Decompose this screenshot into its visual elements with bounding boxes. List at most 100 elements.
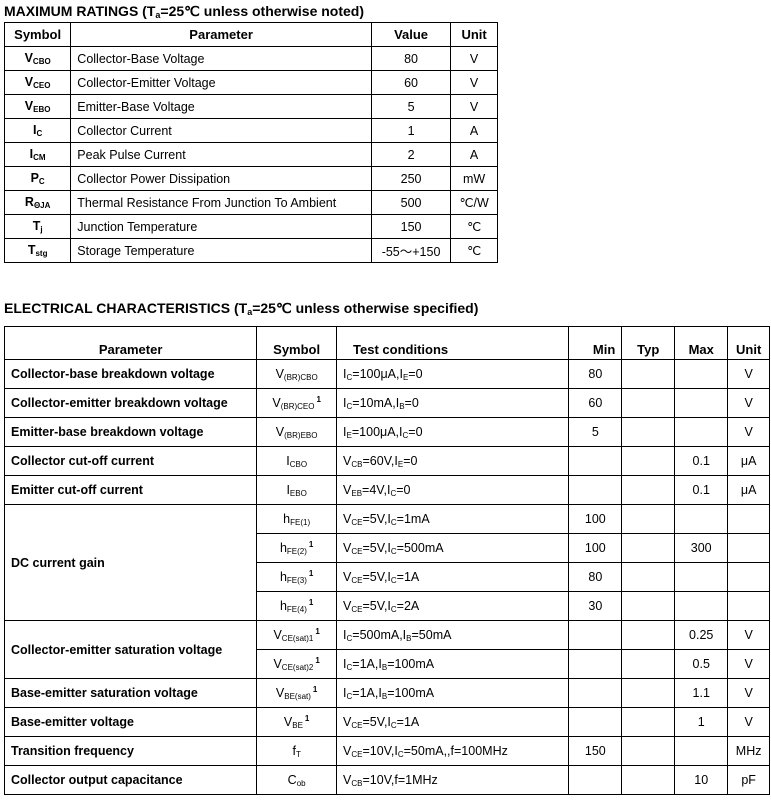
footnote-mark: 1	[312, 685, 318, 694]
symbol-cell: ICBO	[256, 446, 338, 476]
condition-text: =2A	[396, 598, 420, 613]
symbol-main: V	[275, 686, 285, 700]
table-row: Emitter-base breakdown voltage V(BR)EBO IE…	[3, 417, 770, 447]
symbol-cell: VCEO	[3, 70, 72, 95]
condition-text: I	[343, 424, 347, 439]
typ-cell	[621, 591, 676, 621]
unit-cell: V	[727, 620, 770, 650]
value-cell: 500	[370, 190, 452, 215]
parameter-cell: Transition frequency	[3, 736, 258, 766]
unit-cell: μA	[727, 446, 770, 476]
symbol-main: I	[33, 123, 37, 137]
unit-cell: ℃	[450, 238, 498, 263]
symbol-cell: IC	[3, 118, 72, 143]
condition-text: =60V,I	[362, 453, 398, 468]
condition-text: =100mA	[387, 685, 435, 700]
parameter-cell: Emitter-Base Voltage	[70, 94, 372, 119]
footnote-mark: 1	[315, 656, 320, 665]
condition-text: =5V,I	[362, 511, 391, 526]
condition-subscript: E	[346, 430, 352, 440]
unit-cell: μA	[727, 475, 770, 505]
condition-text: V	[343, 743, 352, 758]
symbol-cell: VCBO	[3, 46, 72, 71]
parameter-cell: Collector cut-off current	[3, 446, 258, 476]
parameter-cell: Collector-Base Voltage	[70, 46, 372, 71]
unit-cell	[727, 591, 770, 621]
symbol-cell: hFE(2)1	[256, 533, 338, 563]
symbol-main: V	[24, 75, 34, 89]
table-row: RΘJA Thermal Resistance From Junction To …	[3, 190, 498, 215]
test-condition-cell: VCE=5V,IC=1A	[336, 707, 570, 737]
parameter-cell: Collector-Emitter Voltage	[70, 70, 372, 95]
symbol-subscript: ΘJA	[33, 201, 51, 210]
typ-cell	[621, 504, 676, 534]
condition-text: =1A,I	[352, 656, 382, 671]
min-cell	[568, 678, 623, 708]
symbol-subscript: j	[40, 225, 43, 234]
symbol-subscript: ob	[296, 778, 306, 788]
min-cell: 80	[568, 359, 623, 389]
table-row: Collector-base breakdown voltage V(BR)CBO…	[3, 359, 770, 389]
symbol-subscript: CE(sat)2	[281, 663, 314, 672]
symbol-cell: IEBO	[256, 475, 338, 505]
condition-text: =1A	[396, 714, 420, 729]
parameter-cell: Base-emitter voltage	[3, 707, 258, 737]
parameter-cell: DC current gain	[3, 504, 258, 621]
value-cell: 150	[370, 214, 452, 239]
typ-cell	[621, 417, 676, 447]
condition-text: I	[343, 395, 347, 410]
symbol-subscript: C	[36, 129, 43, 138]
condition-subscript: B	[381, 691, 388, 701]
parameter-cell: Junction Temperature	[70, 214, 372, 239]
condition-text: =50mA,,f=100MHz	[403, 743, 508, 758]
header-row: Parameter Symbol Test conditions Min Typ Max U…	[3, 326, 770, 360]
column-header: Test conditions	[336, 326, 570, 360]
max-cell: 1.1	[674, 678, 729, 708]
symbol-main: T	[32, 219, 41, 233]
condition-text: =500mA,I	[352, 627, 407, 642]
typ-cell	[621, 620, 676, 650]
max-cell: 300	[674, 533, 729, 563]
symbol-subscript: (BR)CBO	[283, 372, 318, 382]
max-cell	[674, 359, 729, 389]
max-cell	[674, 562, 729, 592]
symbol-main: I	[286, 453, 290, 468]
symbol-main: h	[283, 511, 291, 526]
column-header: Typ	[621, 326, 676, 360]
test-condition-cell: VCE=5V,IC=1mA	[336, 504, 570, 534]
min-cell: 150	[568, 736, 623, 766]
condition-text: =1A,I	[352, 685, 382, 700]
value-cell: 5	[370, 94, 452, 119]
symbol-subscript: BE	[292, 721, 303, 730]
condition-text: V	[343, 482, 352, 497]
table-row: VEBO Emitter-Base Voltage 5 V	[3, 94, 498, 119]
parameter-cell: Collector Power Dissipation	[70, 166, 372, 191]
condition-text: =100μA,I	[352, 366, 403, 381]
min-cell	[568, 475, 623, 505]
symbol-subscript: stg	[35, 249, 48, 258]
symbol-cell: V(BR)CEO1	[256, 388, 338, 418]
unit-cell	[727, 504, 770, 534]
symbol-subscript: BE(sat)	[284, 692, 311, 701]
electrical-characteristics-title: ELECTRICAL CHARACTERISTICS (Ta=25℃ unles…	[4, 300, 479, 317]
condition-text: =5V,I	[362, 598, 391, 613]
condition-text: =0	[404, 395, 419, 410]
parameter-cell: Collector-emitter breakdown voltage	[3, 388, 258, 418]
table-row: ICM Peak Pulse Current 2 A	[3, 142, 498, 167]
condition-text: =5V,I	[362, 714, 391, 729]
symbol-subscript: FE(1)	[290, 517, 311, 527]
column-header: Max	[674, 326, 729, 360]
test-condition-cell: VCB=60V,IE=0	[336, 446, 570, 476]
table-row: Collector output capacitance Cob VCB=10V,f…	[3, 765, 770, 795]
symbol-subscript: CM	[33, 153, 46, 162]
min-cell: 60	[568, 388, 623, 418]
symbol-main: h	[279, 570, 287, 584]
condition-subscript: CB	[351, 459, 363, 469]
max-ratings-table: Symbol Parameter Value Unit VCBO Collector-Ba…	[3, 22, 498, 263]
column-header: Symbol	[256, 326, 338, 360]
condition-subscript: C	[346, 691, 353, 701]
condition-subscript: C	[390, 604, 397, 614]
column-header: Symbol	[3, 22, 72, 47]
table-row: VCBO Collector-Base Voltage 80 V	[3, 46, 498, 71]
min-cell	[568, 649, 623, 679]
